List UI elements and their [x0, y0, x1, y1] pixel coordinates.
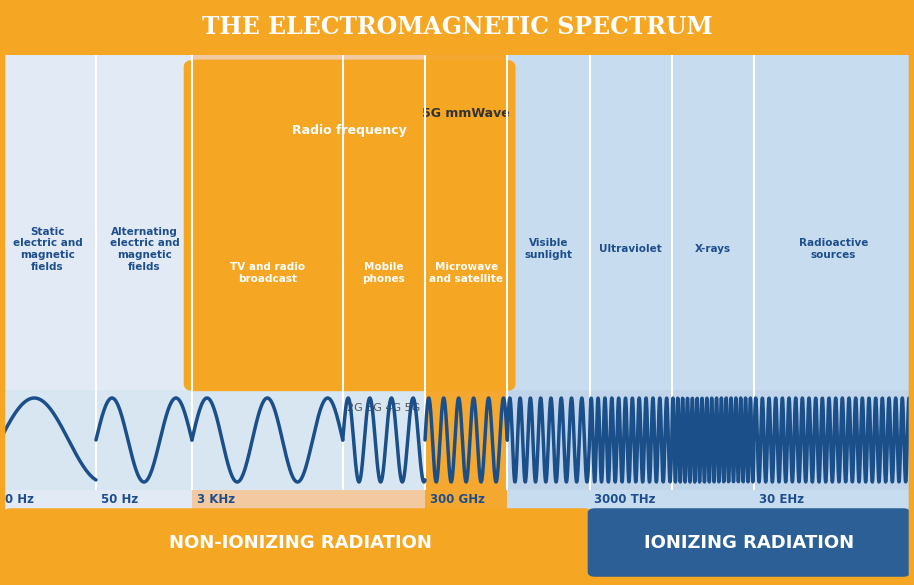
Text: Visible
sunlight: Visible sunlight: [525, 239, 572, 260]
Text: Ultraviolet: Ultraviolet: [600, 245, 662, 254]
Bar: [425, 390, 507, 490]
Text: Alternating
electric and
magnetic
fields: Alternating electric and magnetic fields: [110, 227, 179, 271]
Text: X-rays: X-rays: [695, 245, 731, 254]
FancyBboxPatch shape: [4, 508, 591, 577]
Bar: [507, 55, 914, 510]
Bar: [0, 55, 192, 510]
Text: 50 Hz: 50 Hz: [101, 493, 138, 506]
Text: TV and radio
broadcast: TV and radio broadcast: [230, 262, 305, 284]
Bar: [0, 0, 914, 55]
Text: 3 KHz: 3 KHz: [197, 493, 235, 506]
Text: Radio frequency: Radio frequency: [292, 123, 407, 137]
Text: 30 EHz: 30 EHz: [759, 493, 803, 506]
Text: Radioactive
sources: Radioactive sources: [799, 239, 868, 260]
Bar: [425, 55, 507, 510]
Text: Microwave
and satellite: Microwave and satellite: [430, 262, 503, 284]
Bar: [507, 390, 914, 490]
Text: 300 GHz: 300 GHz: [430, 493, 484, 506]
FancyBboxPatch shape: [184, 60, 515, 391]
Bar: [192, 55, 507, 510]
Text: Mobile
phones: Mobile phones: [363, 262, 405, 284]
FancyBboxPatch shape: [588, 508, 910, 577]
Text: IONIZING RADIATION: IONIZING RADIATION: [644, 534, 854, 552]
Text: 5G mmWave: 5G mmWave: [422, 107, 510, 120]
Bar: [0, 390, 507, 490]
Text: 2G 3G 4G 5G: 2G 3G 4G 5G: [347, 402, 420, 412]
Text: 0 Hz: 0 Hz: [5, 493, 34, 506]
Text: THE ELECTROMAGNETIC SPECTRUM: THE ELECTROMAGNETIC SPECTRUM: [202, 15, 712, 40]
Text: 3000 THz: 3000 THz: [594, 493, 655, 506]
Text: NON-IONIZING RADIATION: NON-IONIZING RADIATION: [169, 534, 431, 552]
Text: Static
electric and
magnetic
fields: Static electric and magnetic fields: [13, 227, 82, 271]
